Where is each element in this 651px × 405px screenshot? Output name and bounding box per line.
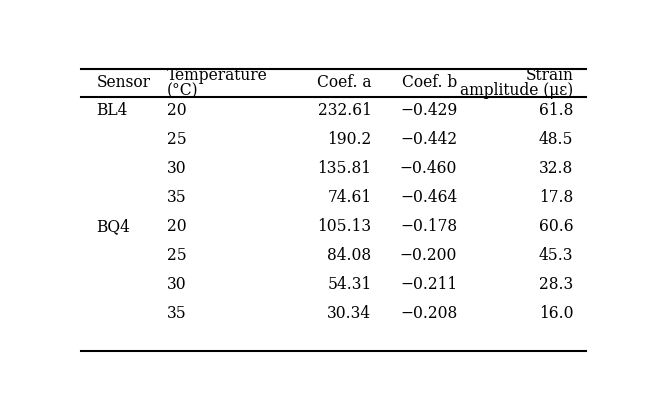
Text: Coef. a: Coef. a [317,75,372,92]
Text: 48.5: 48.5 [539,132,574,149]
Text: 30: 30 [167,160,187,177]
Text: 28.3: 28.3 [539,277,574,294]
Text: 20: 20 [167,218,187,235]
Text: 25: 25 [167,247,187,264]
Text: 61.8: 61.8 [539,102,574,119]
Text: −0.208: −0.208 [400,305,457,322]
Text: 32.8: 32.8 [539,160,574,177]
Text: Strain: Strain [525,67,574,84]
Text: 84.08: 84.08 [327,247,372,264]
Text: 35: 35 [167,190,187,207]
Text: Coef. b: Coef. b [402,75,457,92]
Text: Temperature: Temperature [167,67,268,84]
Text: −0.178: −0.178 [400,218,457,235]
Text: −0.211: −0.211 [400,277,457,294]
Text: BQ4: BQ4 [96,218,130,235]
Text: 60.6: 60.6 [538,218,574,235]
Text: (°C): (°C) [167,82,199,99]
Text: −0.429: −0.429 [400,102,457,119]
Text: 17.8: 17.8 [539,190,574,207]
Text: 105.13: 105.13 [317,218,372,235]
Text: 135.81: 135.81 [318,160,372,177]
Text: 20: 20 [167,102,187,119]
Text: 30: 30 [167,277,187,294]
Text: 35: 35 [167,305,187,322]
Text: 30.34: 30.34 [327,305,372,322]
Text: Sensor: Sensor [96,75,150,92]
Text: −0.460: −0.460 [400,160,457,177]
Text: 45.3: 45.3 [539,247,574,264]
Text: −0.442: −0.442 [400,132,457,149]
Text: amplitude (με): amplitude (με) [460,82,574,99]
Text: −0.200: −0.200 [400,247,457,264]
Text: 16.0: 16.0 [539,305,574,322]
Text: −0.464: −0.464 [400,190,457,207]
Text: 74.61: 74.61 [327,190,372,207]
Text: 232.61: 232.61 [318,102,372,119]
Text: 190.2: 190.2 [327,132,372,149]
Text: 25: 25 [167,132,187,149]
Text: 54.31: 54.31 [327,277,372,294]
Text: BL4: BL4 [96,102,128,119]
